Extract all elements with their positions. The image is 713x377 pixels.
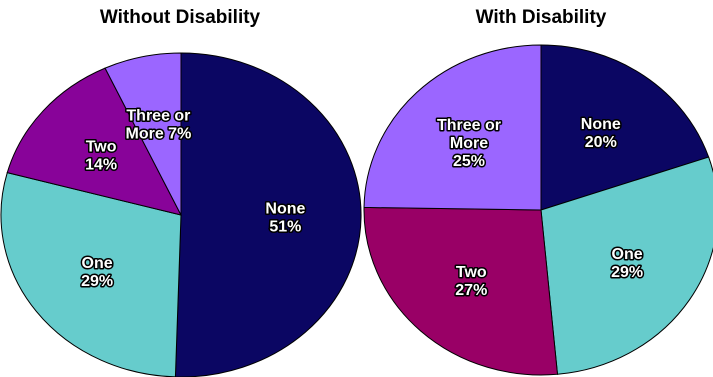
slice-label-line: Two bbox=[86, 139, 117, 156]
pie-slice bbox=[174, 52, 362, 377]
pie-with-disability: None 20% One 29% Two 27% Three or More 25% bbox=[363, 44, 713, 376]
chart-title-without-disability: Without Disability bbox=[99, 7, 261, 28]
slice-label-line: One bbox=[82, 255, 113, 272]
slice-label-line: Three or bbox=[437, 117, 501, 134]
pie-slice bbox=[363, 44, 542, 211]
slice-label-line: Two bbox=[456, 264, 487, 281]
slice-label-line: 20% bbox=[585, 134, 617, 151]
pie-without-disability: None 51% One 29% Two 14% Three or More 7% bbox=[0, 52, 362, 377]
chart-title-with-disability: With Disability bbox=[475, 7, 607, 28]
slice-label: One 29% bbox=[81, 255, 113, 290]
slice-label-line: 29% bbox=[611, 264, 643, 281]
slice-label: One 29% bbox=[611, 246, 643, 281]
pie-slice bbox=[6, 67, 182, 216]
slice-label: Two 14% bbox=[85, 139, 117, 174]
pie-slice bbox=[104, 52, 182, 216]
slice-label-line: 27% bbox=[455, 282, 487, 299]
slice-label-line: More bbox=[450, 135, 488, 152]
pie-slice bbox=[540, 156, 713, 375]
slice-label: Three or More 7% bbox=[126, 107, 192, 142]
slice-label: Two 27% bbox=[455, 264, 487, 299]
slice-label-line: None bbox=[265, 201, 305, 218]
slice-label-line: One bbox=[612, 246, 643, 263]
slice-label-line: Three or bbox=[126, 107, 190, 124]
slice-label: Three or More 25% bbox=[437, 117, 501, 170]
slice-label: None 20% bbox=[581, 116, 621, 151]
slice-label-line: More 7% bbox=[126, 125, 192, 142]
pie-slice bbox=[363, 206, 559, 376]
slice-label: None 51% bbox=[265, 201, 305, 236]
slice-label-line: 25% bbox=[453, 153, 485, 170]
pie-slice bbox=[540, 44, 710, 211]
slice-label-line: 51% bbox=[269, 219, 301, 236]
slice-label-line: 14% bbox=[85, 157, 117, 174]
slice-label-line: 29% bbox=[81, 273, 113, 290]
slice-label-line: None bbox=[581, 116, 621, 133]
pie-slice bbox=[0, 172, 182, 377]
